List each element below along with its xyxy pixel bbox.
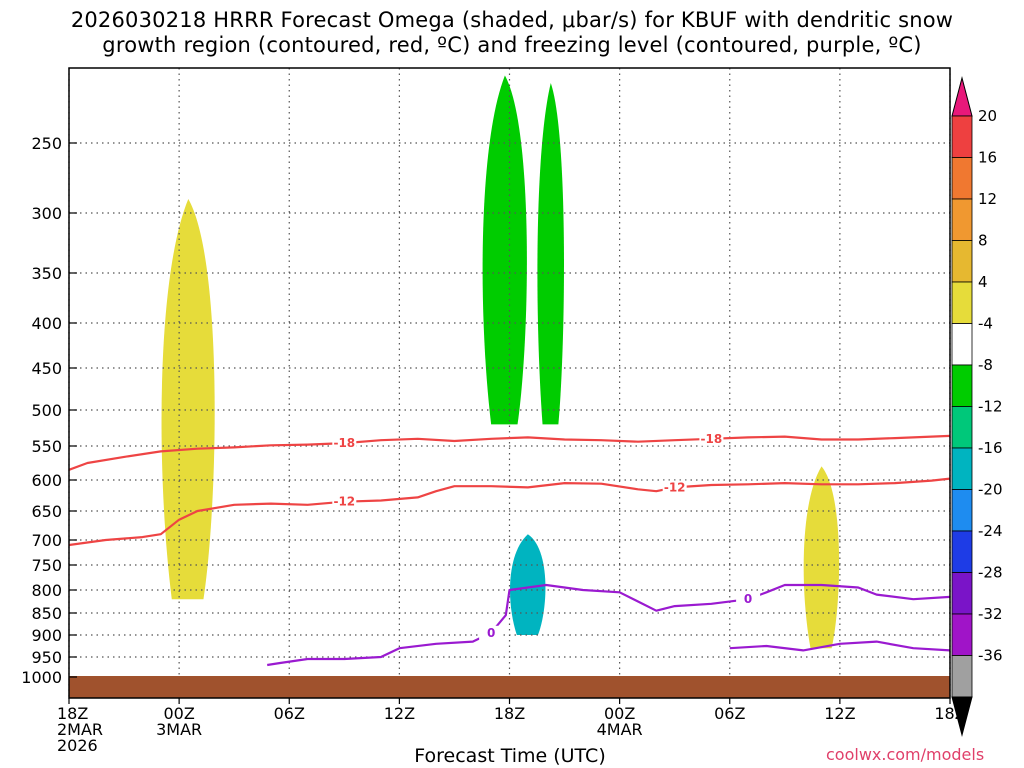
colorbar-label: -20: [978, 481, 1003, 499]
x-tick-label: 18Z: [494, 704, 525, 723]
y-tick-label: 700: [31, 531, 62, 550]
colorbar-label: -16: [978, 439, 1003, 457]
y-tick-label: 650: [31, 502, 62, 521]
colorbar-label: -12: [978, 398, 1003, 416]
colorbar-label: 12: [978, 190, 997, 208]
colorbar-top-arrow: [951, 76, 973, 117]
colorbar-swatch: [951, 115, 973, 158]
colorbar-label: 8: [978, 232, 988, 250]
x-tick-label: 06Z: [274, 704, 305, 723]
x-tick-label: 06Z: [714, 704, 745, 723]
x-tick-label: 4MAR: [597, 720, 643, 739]
colorbar-label: -28: [978, 564, 1003, 582]
colorbar-swatch: [951, 489, 973, 532]
x-tick-label: 12Z: [824, 704, 855, 723]
y-tick-label: 250: [31, 134, 62, 153]
colorbar-swatch: [951, 281, 973, 324]
y-tick-label: 500: [31, 401, 62, 420]
colorbar-swatch: [951, 447, 973, 490]
y-tick-label: 900: [31, 626, 62, 645]
omega-region-1: [482, 75, 527, 425]
contour-label: 0: [744, 592, 752, 606]
omega-region-5: [803, 466, 840, 649]
colorbar-swatch: [951, 613, 973, 656]
contour-line-2: [69, 477, 950, 547]
contour-label: -12: [333, 495, 355, 509]
chart-title-line-2: growth region (contoured, red, ºC) and f…: [102, 33, 922, 57]
contour-label: 0: [487, 626, 495, 640]
y-tick-label: 850: [31, 604, 62, 623]
y-tick-label: 800: [31, 581, 62, 600]
y-tick-label: 750: [31, 556, 62, 575]
y-tick-label: 400: [31, 314, 62, 333]
colorbar-label: -36: [978, 647, 1003, 665]
y-tick-label: 450: [31, 359, 62, 378]
colorbar-swatch: [951, 323, 973, 366]
omega-region-4: [161, 199, 215, 600]
y-tick-label: 1000: [21, 668, 62, 687]
colorbar-swatch: [951, 530, 973, 573]
ground-surface: [69, 676, 950, 698]
contour-label-background: [699, 431, 724, 446]
contour-label-background: [479, 625, 504, 640]
colorbar-label: 16: [978, 149, 997, 167]
contour-label: -18: [333, 436, 355, 450]
colorbar-swatch: [951, 198, 973, 241]
colorbar-swatch: [951, 406, 973, 449]
x-tick-label: 00Z: [163, 704, 194, 723]
colorbar-label: -8: [978, 356, 993, 374]
y-tick-label: 600: [31, 471, 62, 490]
colorbar-label: -24: [978, 522, 1003, 540]
colorbar-swatch: [951, 240, 973, 283]
x-tick-label: 3MAR: [156, 720, 202, 739]
chart-title-line-1: 2026030218 HRRR Forecast Omega (shaded, …: [70, 8, 954, 32]
colorbar-swatch: [951, 157, 973, 200]
x-tick-label: 2026: [57, 736, 98, 755]
website-credit[interactable]: coolwx.com/models: [826, 745, 985, 764]
x-tick-label: 12Z: [384, 704, 415, 723]
colorbar-label: 4: [978, 273, 988, 291]
colorbar-swatch: [951, 655, 973, 698]
y-tick-label: 550: [31, 437, 62, 456]
contour-line-3: [267, 583, 950, 667]
contour-label-background: [662, 480, 687, 495]
contour-line-1: [69, 434, 950, 471]
contour-label-background: [736, 592, 761, 607]
y-tick-label: 950: [31, 648, 62, 667]
colorbar-label: -32: [978, 605, 1003, 623]
colorbar-label: 20: [978, 107, 997, 125]
x-axis-title: Forecast Time (UTC): [414, 745, 606, 767]
x-tick-label: 00Z: [604, 704, 635, 723]
y-tick-label: 300: [31, 204, 62, 223]
colorbar-swatch: [951, 364, 973, 407]
contour-label: -12: [664, 480, 686, 494]
contour-label-background: [332, 494, 357, 509]
colorbar-bottom-arrow: [951, 696, 973, 737]
omega-region-3: [509, 534, 546, 635]
x-tick-label: 2MAR: [57, 720, 103, 739]
contour-label-background: [332, 436, 357, 451]
contour-label: -18: [701, 432, 723, 446]
x-tick-label: 18Z: [57, 704, 88, 723]
contour-line-4: [729, 640, 950, 652]
omega-region-2: [537, 83, 564, 425]
colorbar-swatch: [951, 572, 973, 615]
colorbar-label: -4: [978, 315, 993, 333]
y-tick-label: 350: [31, 264, 62, 283]
